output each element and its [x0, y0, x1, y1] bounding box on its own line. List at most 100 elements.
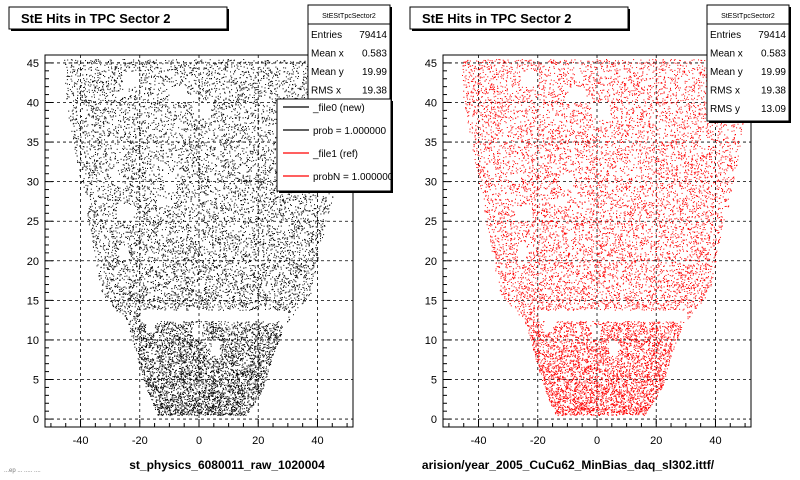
- scatter-point: [209, 278, 211, 280]
- scatter-point: [145, 335, 146, 337]
- scatter-point: [107, 253, 109, 255]
- scatter-point: [243, 351, 245, 353]
- scatter-point: [223, 133, 225, 135]
- scatter-point: [178, 199, 180, 201]
- scatter-point: [186, 382, 188, 384]
- scatter-point: [127, 106, 129, 108]
- scatter-point: [231, 200, 233, 202]
- scatter-point: [211, 276, 213, 278]
- scatter-point: [185, 407, 187, 409]
- scatter-point: [208, 187, 210, 189]
- scatter-point: [199, 366, 201, 368]
- scatter-point: [226, 70, 228, 72]
- scatter-point: [119, 103, 121, 105]
- scatter-point: [178, 142, 179, 144]
- scatter-point: [132, 200, 133, 202]
- scatter-point: [212, 68, 214, 70]
- scatter-point: [220, 345, 222, 347]
- scatter-point: [186, 413, 188, 415]
- scatter-point: [273, 112, 275, 114]
- scatter-point: [235, 404, 237, 406]
- scatter-point: [183, 121, 185, 123]
- scatter-point: [200, 405, 202, 407]
- scatter-point: [266, 197, 267, 199]
- scatter-point: [233, 244, 235, 246]
- scatter-point: [290, 61, 292, 63]
- scatter-point: [77, 138, 79, 140]
- scatter-point: [189, 343, 191, 345]
- scatter-point: [168, 407, 170, 409]
- scatter-point: [187, 188, 189, 190]
- scatter-point: [244, 194, 246, 196]
- scatter-point: [199, 88, 201, 90]
- scatter-point: [281, 279, 283, 281]
- scatter-point: [164, 324, 166, 325]
- scatter-point: [287, 285, 289, 287]
- scatter-point: [224, 345, 226, 347]
- scatter-point: [225, 134, 227, 136]
- scatter-point: [208, 74, 210, 76]
- scatter-point: [150, 178, 152, 180]
- scatter-point: [305, 82, 307, 84]
- scatter-point: [227, 341, 229, 343]
- scatter-point: [257, 146, 259, 148]
- scatter-point: [272, 143, 274, 144]
- scatter-point: [223, 268, 225, 270]
- scatter-point: [252, 251, 254, 253]
- scatter-point: [105, 159, 107, 161]
- scatter-point: [175, 410, 177, 412]
- scatter-point: [298, 244, 300, 245]
- scatter-point: [238, 414, 240, 416]
- scatter-point: [112, 72, 114, 74]
- scatter-point: [225, 97, 227, 99]
- scatter-point: [259, 347, 261, 349]
- scatter-point: [95, 140, 97, 142]
- scatter-point: [270, 84, 272, 86]
- scatter-point: [162, 128, 164, 130]
- scatter-point: [233, 215, 235, 217]
- scatter-point: [207, 349, 209, 351]
- scatter-point: [225, 117, 226, 119]
- scatter-point: [95, 225, 97, 227]
- scatter-point: [138, 66, 140, 68]
- scatter-point: [147, 92, 148, 94]
- scatter-point: [301, 213, 303, 215]
- scatter-point: [208, 395, 210, 397]
- scatter-point: [239, 353, 240, 355]
- scatter-point: [84, 151, 86, 153]
- scatter-point: [115, 307, 117, 309]
- scatter-point: [265, 70, 266, 72]
- scatter-point: [165, 263, 166, 265]
- scatter-point: [233, 278, 235, 280]
- scatter-point: [110, 265, 112, 267]
- scatter-point: [128, 203, 130, 204]
- scatter-point: [228, 404, 230, 406]
- scatter-point: [203, 233, 205, 235]
- scatter-point: [171, 153, 173, 155]
- scatter-point: [289, 259, 290, 261]
- scatter-point: [152, 141, 154, 143]
- scatter-point: [282, 307, 284, 309]
- scatter-point: [114, 189, 116, 191]
- scatter-point: [176, 381, 178, 383]
- scatter-point: [293, 262, 295, 264]
- scatter-point: [210, 340, 212, 341]
- scatter-point: [96, 167, 98, 169]
- scatter-point: [120, 169, 122, 171]
- scatter-point: [179, 300, 181, 302]
- scatter-point: [121, 305, 123, 307]
- scatter-point: [289, 72, 291, 74]
- scatter-point: [76, 114, 78, 116]
- scatter-point: [229, 303, 231, 304]
- scatter-point: [79, 175, 81, 177]
- scatter-point: [289, 311, 291, 313]
- scatter-point: [152, 384, 154, 386]
- scatter-point: [114, 250, 116, 252]
- scatter-point: [238, 194, 240, 196]
- scatter-point: [254, 251, 256, 253]
- scatter-point: [239, 95, 241, 97]
- scatter-point: [225, 230, 227, 232]
- scatter-point: [249, 365, 251, 367]
- scatter-point: [140, 246, 142, 248]
- scatter-point: [213, 113, 215, 115]
